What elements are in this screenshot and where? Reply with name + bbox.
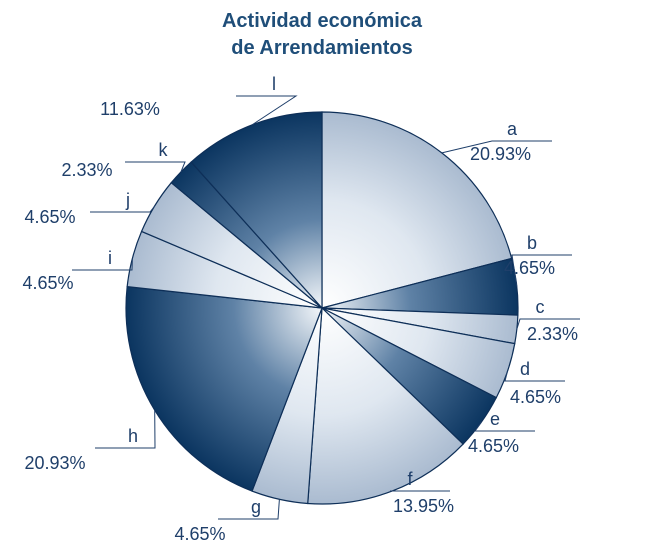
slice-label-e: e bbox=[490, 409, 500, 429]
slice-label-d: d bbox=[520, 359, 530, 379]
leader-line-b bbox=[511, 254, 572, 287]
slice-label-f: f bbox=[407, 469, 413, 489]
slice-label-a: a bbox=[507, 119, 518, 139]
slice-value-e: 4.65% bbox=[468, 436, 519, 456]
slice-label-b: b bbox=[527, 233, 537, 253]
leader-line-j bbox=[90, 205, 156, 213]
leader-line-i bbox=[72, 258, 133, 271]
pie-slice-a bbox=[321, 111, 513, 309]
leader-line-g bbox=[218, 499, 280, 520]
leader-line-a bbox=[441, 140, 552, 154]
slice-label-i: i bbox=[108, 248, 112, 268]
slice-value-i: 4.65% bbox=[22, 273, 73, 293]
slice-value-l: 11.63% bbox=[100, 99, 160, 119]
slice-label-g: g bbox=[251, 497, 261, 517]
slice-value-f: 13.95% bbox=[393, 496, 454, 516]
chart-title-line-1: Actividad económica bbox=[222, 10, 423, 32]
chart-title-line-2: de Arrendamientos bbox=[231, 37, 413, 59]
slice-label-k: k bbox=[159, 140, 169, 160]
leader-line-e bbox=[474, 421, 535, 432]
slice-value-j: 4.65% bbox=[24, 207, 75, 227]
slice-label-c: c bbox=[536, 297, 545, 317]
slice-value-h: 20.93% bbox=[24, 453, 85, 473]
leader-line-c bbox=[516, 318, 580, 330]
pie-slice-l bbox=[190, 111, 323, 310]
slice-value-k: 2.33% bbox=[61, 160, 112, 180]
slice-value-g: 4.65% bbox=[174, 524, 225, 544]
leader-line-k bbox=[125, 161, 186, 173]
slice-label-l: l bbox=[272, 74, 276, 94]
leader-line-l bbox=[236, 95, 298, 126]
slice-value-c: 2.33% bbox=[527, 324, 578, 344]
slice-label-j: j bbox=[125, 190, 130, 210]
slice-value-a: 20.93% bbox=[470, 144, 531, 164]
slice-label-h: h bbox=[128, 426, 138, 446]
slice-value-d: 4.65% bbox=[510, 387, 561, 407]
leader-line-d bbox=[504, 371, 565, 382]
slice-value-b: 4.65% bbox=[504, 258, 555, 278]
leader-line-h bbox=[95, 410, 156, 449]
